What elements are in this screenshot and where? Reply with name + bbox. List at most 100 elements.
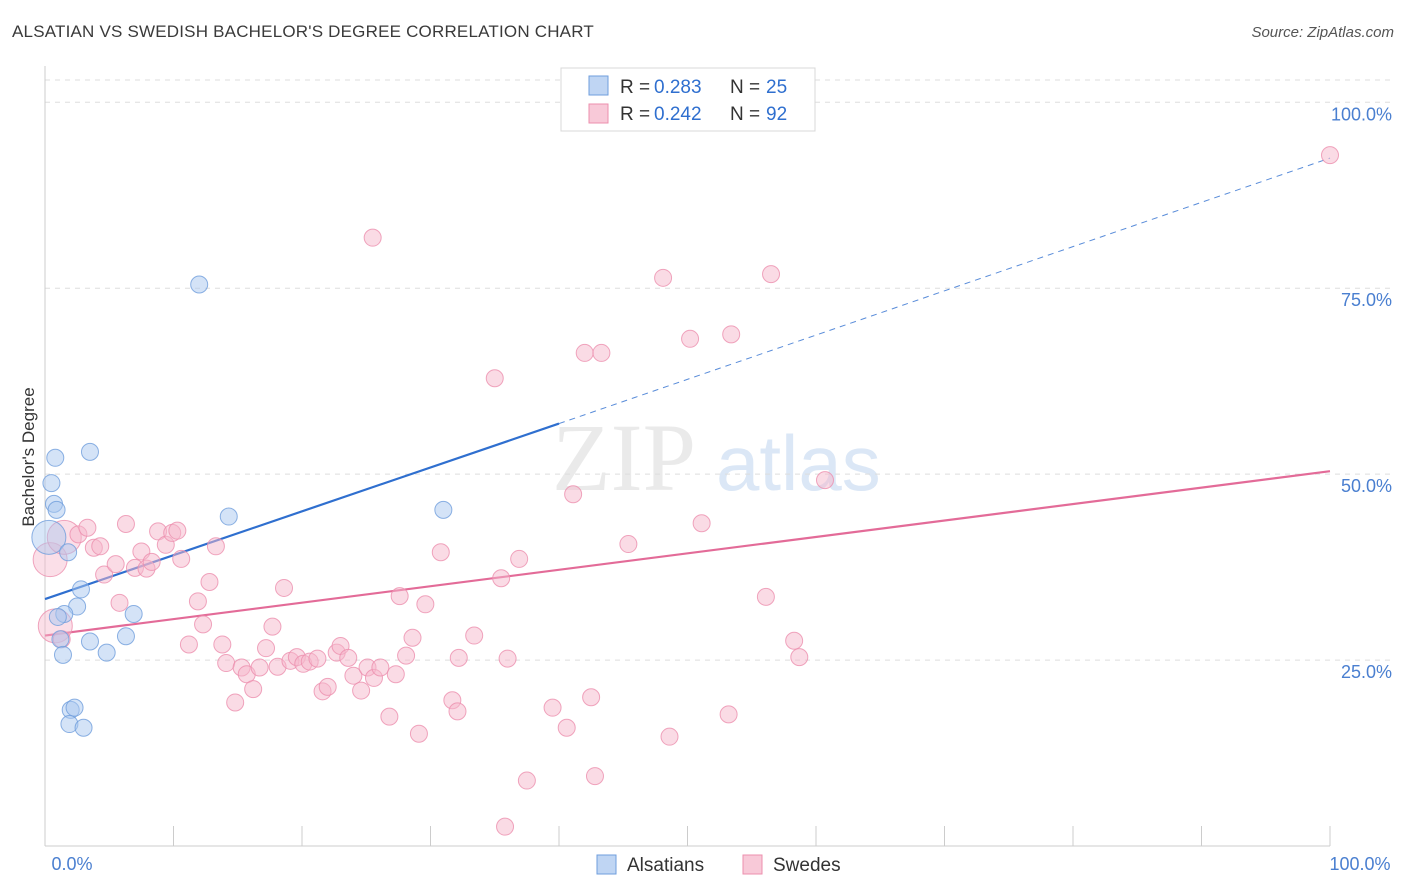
bottom-legend-swedes: Swedes (773, 855, 841, 876)
swedes-point-43 (318, 677, 337, 696)
swedes-point-31 (244, 680, 263, 699)
alsatians-point-18 (65, 698, 84, 717)
alsatians-point-22 (219, 507, 238, 526)
swedes-point-41 (308, 649, 327, 668)
swedes-point-5 (78, 518, 97, 537)
swedes-point-25 (206, 537, 225, 556)
y-tick-label-25: 25.0% (1341, 662, 1392, 682)
series-legend: Alsatians Swedes (596, 854, 841, 876)
alsatians-point-23 (434, 500, 453, 519)
swedes-point-88 (790, 648, 809, 667)
alsatians-point-0 (31, 519, 67, 555)
swedes-point-90 (1321, 146, 1339, 165)
alsatians-point-11 (51, 630, 70, 649)
swedes-point-34 (263, 617, 282, 636)
alsatians-point-7 (71, 580, 90, 599)
swedes-point-54 (390, 587, 409, 606)
legend-swatch-alsatians (588, 75, 609, 96)
swedes-point-15 (142, 552, 161, 571)
alsatians-point-16 (124, 604, 143, 623)
bottom-legend-swatch-swedes (742, 854, 763, 875)
swedes-point-65 (498, 649, 517, 668)
swedes-point-28 (226, 693, 245, 712)
swedes-point-59 (431, 543, 450, 562)
y-tick-label-100: 100.0% (1331, 104, 1392, 124)
swedes-point-51 (371, 658, 390, 677)
swedes-point-72 (557, 718, 576, 737)
swedes-point-73 (564, 485, 583, 504)
trend-lines (44, 157, 1331, 637)
swedes-point-55 (397, 646, 416, 665)
swedes-point-23 (194, 615, 213, 634)
swedes-point-71 (543, 698, 562, 717)
swedes-point-9 (106, 555, 125, 574)
swedes-point-61 (448, 702, 467, 721)
swedes-point-67 (363, 228, 382, 247)
swedes-point-7 (91, 537, 110, 556)
alsatians-point-15 (116, 627, 135, 646)
swedes-point-62 (449, 648, 468, 667)
swedes-trend-line (44, 470, 1331, 637)
swedes-point-48 (352, 681, 371, 700)
swedes-point-20 (172, 549, 191, 568)
swedes-point-11 (116, 514, 135, 533)
alsatians-point-1 (42, 474, 61, 493)
swedes-point-52 (380, 707, 399, 726)
swedes-point-32 (250, 658, 269, 677)
swedes-point-68 (485, 369, 504, 388)
swedes-point-63 (465, 626, 484, 645)
y-tick-label-75: 75.0% (1341, 290, 1392, 310)
swedes-point-19 (168, 521, 187, 540)
swedes-point-8 (95, 565, 114, 584)
stats-legend: R = 0.283 N = 25 R = 0.242 N = 92 (560, 67, 816, 132)
alsatians-point-10 (48, 607, 67, 626)
swedes-point-86 (762, 265, 781, 284)
swedes-point-77 (592, 343, 611, 362)
swedes-point-64 (492, 569, 511, 588)
x-tick-label-min: 0.0% (51, 854, 92, 874)
source-label: Source: ZipAtlas.com (1251, 24, 1394, 41)
swedes-point-70 (517, 771, 536, 790)
swedes-point-80 (660, 727, 679, 746)
legend-swatch-swedes (588, 103, 609, 124)
swedes-point-57 (409, 724, 428, 743)
alsatians-point-4 (47, 500, 66, 519)
swedes-point-46 (339, 648, 358, 667)
alsatians-point-14 (97, 643, 116, 662)
alsatians-point-20 (74, 718, 93, 737)
swedes-point-75 (582, 688, 601, 707)
swedes-point-79 (654, 268, 673, 287)
axes (44, 66, 1331, 847)
alsatians-point-13 (80, 632, 99, 651)
swedes-point-56 (403, 628, 422, 647)
legend-row-swedes: R = 0.242 N = 92 (620, 104, 787, 125)
swedes-point-47 (344, 666, 363, 685)
y-axis-label: Bachelor's Degree (19, 387, 38, 526)
swedes-point-26 (213, 635, 232, 654)
x-tick-label-max: 100.0% (1329, 854, 1390, 874)
alsatians-point-6 (80, 442, 99, 461)
swedes-point-66 (510, 549, 529, 568)
chart-title: ALSATIAN VS SWEDISH BACHELOR'S DEGREE CO… (12, 22, 594, 41)
swedes-point-53 (386, 665, 405, 684)
gridlines (45, 79, 1392, 661)
swedes-point-21 (179, 635, 198, 654)
alsatians-point-21 (190, 275, 209, 294)
swedes-point-83 (719, 705, 738, 724)
y-tick-label-50: 50.0% (1341, 476, 1392, 496)
swedes-point-22 (188, 592, 207, 611)
swedes-point-82 (692, 514, 711, 533)
swedes-point-85 (756, 587, 775, 606)
alsatians-trend-line (44, 422, 560, 601)
alsatians-trend-extension (558, 157, 1331, 425)
swedes-point-36 (275, 578, 294, 597)
swedes-point-74 (575, 343, 594, 362)
swedes-point-81 (681, 329, 700, 348)
swedes-point-58 (416, 595, 435, 614)
swedes-point-76 (585, 767, 604, 786)
swedes-point-10 (110, 593, 129, 612)
swedes-point-33 (257, 639, 276, 658)
swedes-point-69 (496, 817, 515, 836)
swedes-point-24 (200, 572, 219, 591)
